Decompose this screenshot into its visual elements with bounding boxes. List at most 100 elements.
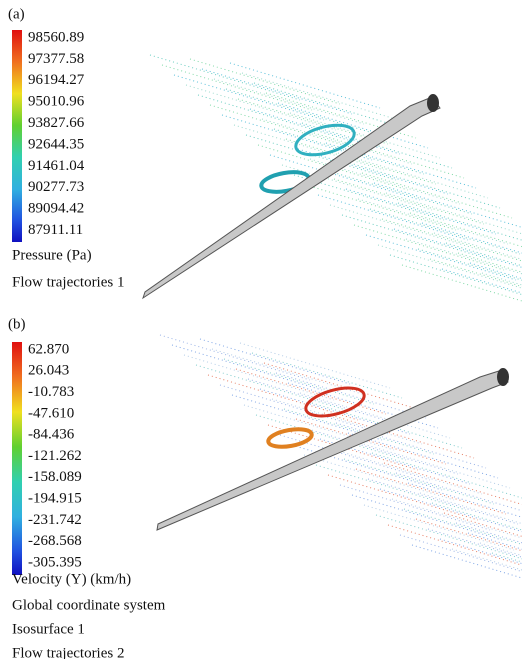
legend-tick-label: 98560.89 [28, 29, 84, 45]
legend-tick-label: -305.395 [28, 554, 82, 570]
flow-streak [434, 233, 522, 278]
flow-streak [230, 63, 380, 108]
flow-streak [342, 215, 492, 260]
legend-tick-label: 62.870 [28, 341, 69, 357]
flow-streak [394, 229, 522, 274]
legend-tick-label: 97377.58 [28, 51, 84, 67]
legend-tick-label: -268.568 [28, 533, 82, 549]
flow-streak [328, 475, 478, 520]
flow-streak [172, 345, 322, 390]
legend-tick-label: 92644.35 [28, 136, 84, 152]
flow-streak [400, 535, 522, 580]
flow-streak [440, 539, 522, 584]
flow-streak [366, 235, 516, 280]
panel-label: (b) [8, 316, 26, 332]
flow-streak [304, 455, 454, 500]
vortex-loop [267, 426, 313, 449]
color-bar [12, 30, 22, 242]
flow-streak [190, 59, 340, 104]
flow-streak [388, 525, 522, 570]
legend-tick-label: 90277.73 [28, 179, 84, 195]
flow-field-a [150, 55, 522, 318]
color-bar [12, 342, 22, 575]
flow-streak [210, 105, 360, 150]
flow-streak [340, 485, 490, 530]
caption: Global coordinate system [12, 597, 166, 613]
flow-streak [150, 55, 300, 100]
flow-streak [334, 179, 484, 224]
flow-streak [418, 249, 522, 294]
panel-label: (a) [8, 6, 25, 22]
legend-tick-label: 87911.11 [28, 222, 83, 238]
legend-tick-label: 91461.04 [28, 158, 85, 174]
flow-streak [318, 195, 468, 240]
flow-streak [200, 339, 350, 384]
vortex-loop [303, 383, 367, 422]
flow-streak [372, 453, 522, 498]
legend-tick-label: -121.262 [28, 448, 82, 464]
legend-tick-label: -194.915 [28, 491, 82, 507]
flow-streak [346, 189, 496, 234]
flow-streak [492, 553, 522, 598]
caption: Flow trajectories 1 [12, 274, 124, 290]
flow-streak [384, 463, 522, 508]
flow-streak [220, 385, 370, 430]
legend-tick-label: -10.783 [28, 384, 74, 400]
flow-streak [364, 505, 514, 550]
hub [497, 368, 509, 386]
flow-streak [422, 223, 522, 268]
figure: (a)98560.89 97377.58 96194.27 95010.96 93827… [0, 0, 522, 659]
flow-streak [202, 69, 352, 114]
flow-streak [398, 203, 522, 248]
flow-streak [352, 495, 502, 540]
flow-streak [226, 89, 376, 134]
legend-tick-label: 93827.66 [28, 115, 85, 131]
flow-streak [354, 225, 504, 270]
flow-streak [198, 95, 348, 140]
flow-streak [468, 533, 522, 578]
flow-streak [288, 383, 438, 428]
flow-streak [336, 423, 486, 468]
flow-streak [174, 75, 324, 120]
flow-streak [382, 219, 522, 264]
legend-title: Velocity (Y) (km/h) [12, 571, 131, 587]
flow-streak [254, 83, 404, 128]
flow-streak [374, 183, 522, 228]
flow-streak [362, 173, 512, 218]
flow-streak [184, 355, 334, 400]
flow-streak [322, 169, 472, 214]
flow-streak [316, 465, 466, 510]
flow-streak [370, 209, 520, 254]
flow-streak [214, 79, 364, 124]
flow-streak [162, 65, 312, 110]
flow-streak [276, 373, 426, 418]
legend-tick-label: 26.043 [28, 363, 69, 379]
flow-streak [368, 479, 518, 524]
flow-streak [242, 73, 392, 118]
flow-streak [416, 519, 522, 564]
flow-streak [186, 85, 336, 130]
flow-streak [292, 445, 442, 490]
flow-field-b [160, 335, 522, 598]
flow-streak [338, 153, 488, 198]
flow-streak [360, 443, 510, 488]
flow-streak [330, 205, 480, 250]
caption: Flow trajectories 2 [12, 645, 124, 659]
legend-title: Pressure (Pa) [12, 247, 92, 263]
blade [157, 370, 508, 530]
flow-streak [356, 469, 506, 514]
flow-streak [332, 449, 482, 494]
legend-tick-label: -84.436 [28, 427, 75, 443]
legend-tick-label: 95010.96 [28, 94, 85, 110]
caption: Isosurface 1 [12, 621, 85, 637]
flow-streak [240, 343, 390, 388]
flow-streak [306, 185, 456, 230]
flow-streak [452, 549, 522, 594]
flow-streak [378, 245, 522, 290]
flow-streak [358, 199, 508, 244]
flow-streak [432, 503, 522, 548]
legend-tick-label: -231.742 [28, 512, 82, 528]
flow-streak [480, 543, 522, 588]
legend-tick-label: 96194.27 [28, 72, 85, 88]
flow-streak [344, 459, 494, 504]
